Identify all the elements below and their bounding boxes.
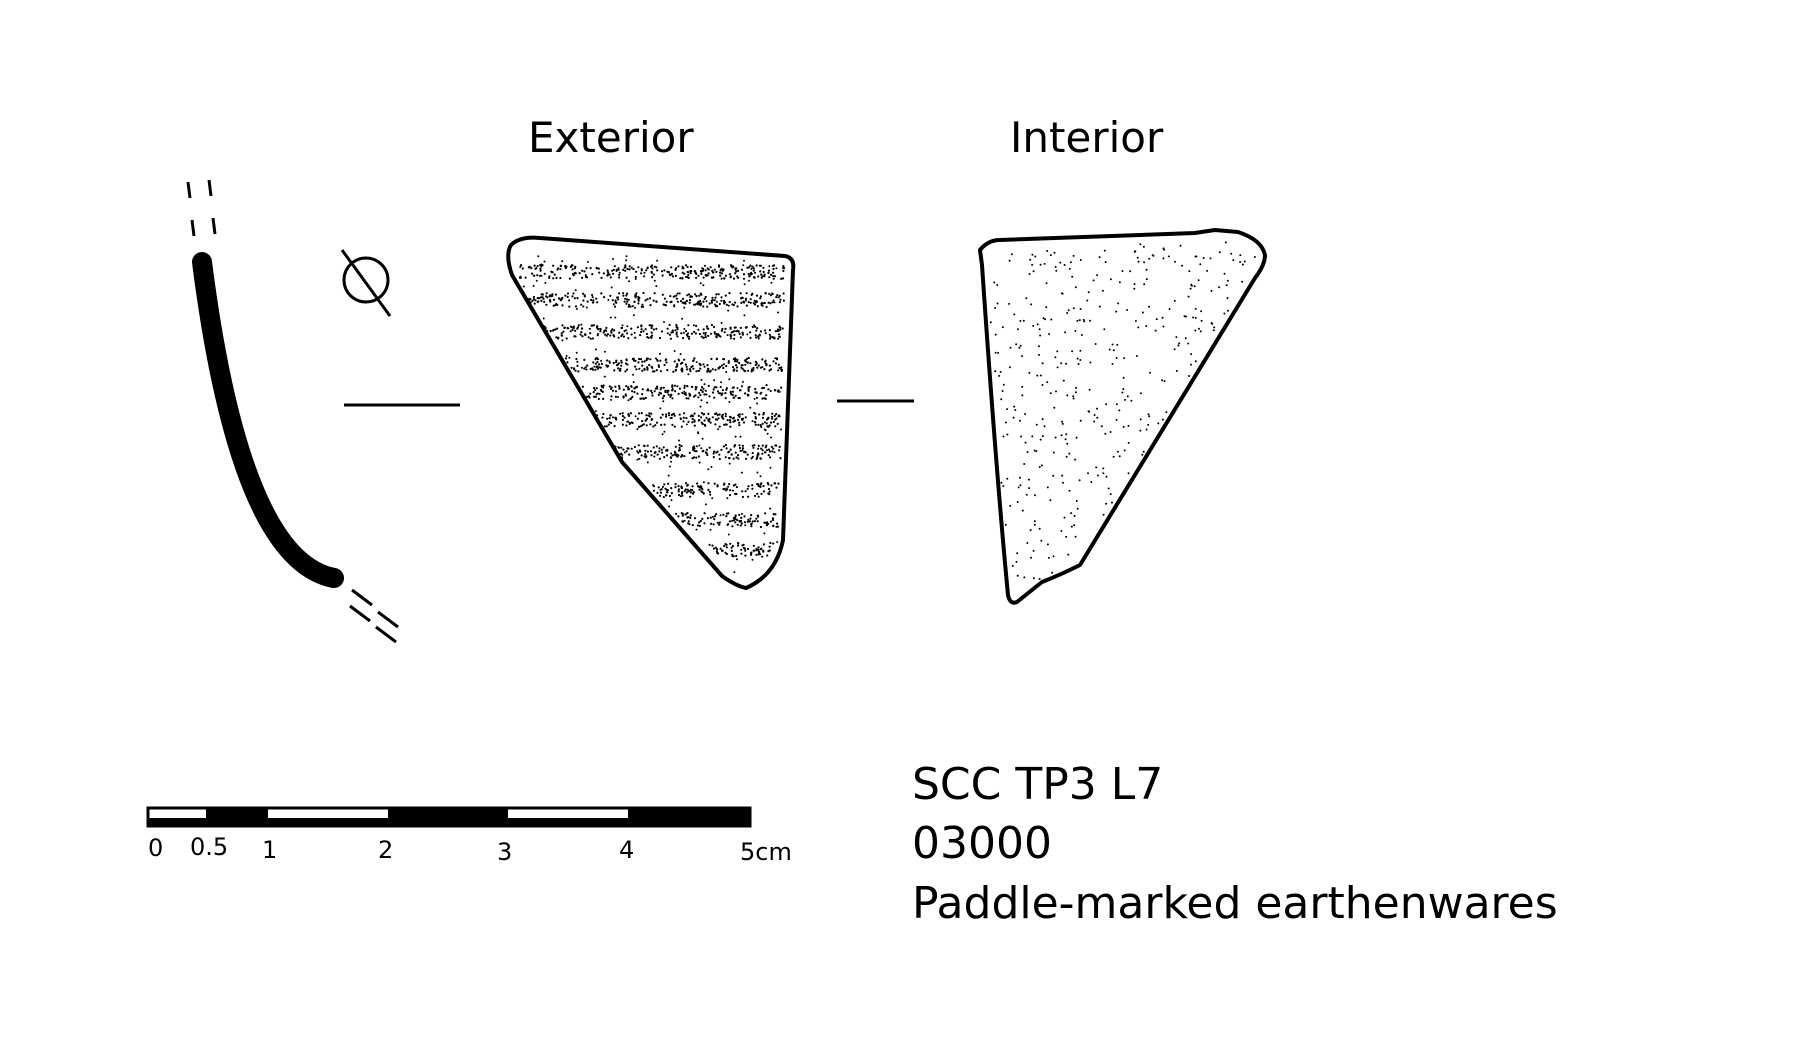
scale-tick-2: 2 [378, 836, 394, 864]
scale-tick-1: 1 [262, 836, 278, 864]
diameter-symbol [340, 249, 392, 317]
interior-outline [978, 228, 1267, 605]
exterior-view [506, 235, 796, 590]
profile-extension-dash [351, 588, 373, 607]
interior-view [978, 228, 1267, 605]
profile-extension-dash [186, 181, 192, 199]
exterior-label: Exterior [528, 113, 694, 162]
exterior-outline [506, 235, 796, 590]
specimen-type: Paddle-marked earthenwares [912, 878, 1558, 929]
sherd-profile [186, 179, 399, 644]
interior-label: Interior [1010, 113, 1164, 162]
interior-stippling [989, 241, 1256, 580]
specimen-context: SCC TP3 L7 [912, 759, 1164, 810]
profile-extension-dash [349, 604, 371, 623]
specimen-number: 03000 [912, 818, 1052, 869]
scale-tick-0-5: 0.5 [190, 833, 229, 861]
scale-tick-3: 3 [497, 838, 513, 866]
profile-extension-dash [377, 610, 399, 629]
exterior-stippling [518, 255, 786, 574]
scale-bar [146, 806, 752, 828]
profile-extension-dash [207, 179, 213, 197]
profile-extension-dash [190, 219, 196, 237]
scale-tick-5cm: 5cm [740, 838, 792, 866]
profile-extension-dash [211, 217, 217, 235]
profile-section [192, 252, 344, 588]
scale-tick-0: 0 [148, 834, 164, 862]
scale-tick-4: 4 [619, 836, 635, 864]
profile-extension-dash [375, 625, 397, 644]
